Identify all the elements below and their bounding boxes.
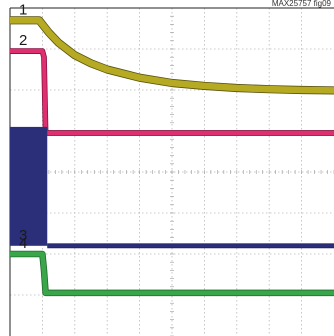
figure-reference: MAX25757 fig09 <box>272 0 332 8</box>
channel-label-3: 3 <box>19 227 27 244</box>
trace-2 <box>10 49 334 136</box>
channel-label-2: 2 <box>19 32 27 49</box>
channel-label-layer: 1 2 34 <box>19 1 27 252</box>
channel-label-1: 1 <box>19 1 27 18</box>
trace-layer <box>10 16 334 297</box>
trace-1 <box>10 17 334 94</box>
channel-label-4: 4 <box>19 235 27 252</box>
trace-3-switching-band <box>10 126 48 246</box>
trace-4 <box>10 251 334 296</box>
